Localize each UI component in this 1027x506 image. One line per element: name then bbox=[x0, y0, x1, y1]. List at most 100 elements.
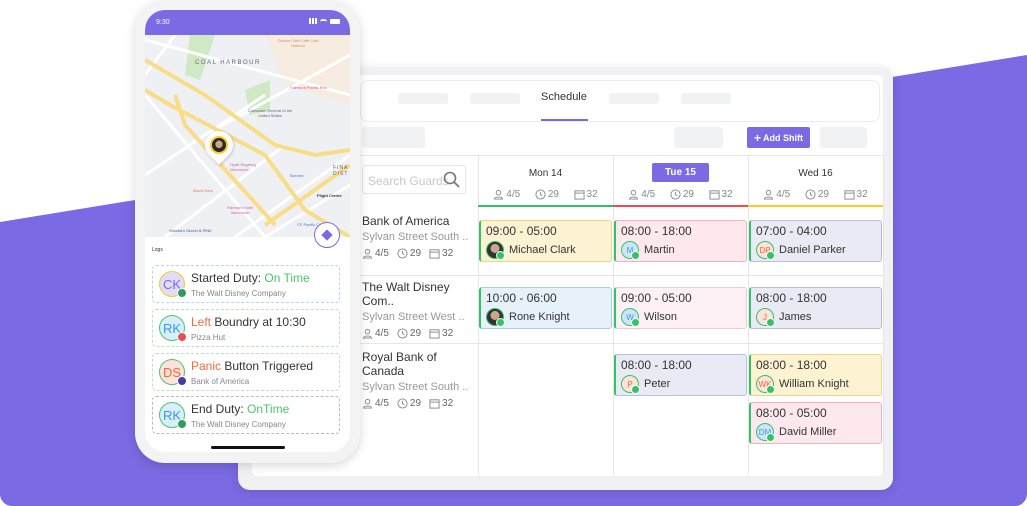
day-header[interactable]: Mon 14 4/5 29 32 bbox=[478, 155, 613, 207]
hours-count: 29 bbox=[409, 248, 422, 259]
shift-card[interactable]: 07:00 - 04:00 DP Daniel Parker bbox=[749, 220, 882, 262]
day-status-line bbox=[748, 205, 883, 207]
guard-avatar-photo bbox=[210, 136, 228, 154]
map-label: Fairmont Hotel Vancouver bbox=[226, 205, 254, 215]
person-icon bbox=[362, 328, 373, 339]
log-company: Bank of America bbox=[191, 377, 250, 386]
employee-name: Peter bbox=[644, 378, 671, 390]
log-avatar: DS bbox=[159, 359, 187, 386]
shift-card[interactable]: 08:00 - 18:00 J James bbox=[749, 287, 882, 329]
log-card[interactable]: CK Started Duty: On Time The Walt Disney… bbox=[152, 265, 340, 303]
toolbar-placeholder[interactable] bbox=[362, 127, 425, 148]
log-title: Started Duty: bbox=[191, 271, 265, 285]
log-type-icon bbox=[177, 376, 187, 386]
person-icon bbox=[629, 189, 639, 200]
hours-count: 29 bbox=[547, 189, 559, 200]
log-initials: DS bbox=[162, 364, 182, 380]
tab-placeholder[interactable] bbox=[609, 93, 659, 104]
grid-divider bbox=[478, 155, 479, 475]
shift-card[interactable]: 08:00 - 18:00 WK William Knight bbox=[749, 354, 882, 396]
guards-count: 4/5 bbox=[641, 189, 656, 200]
log-card[interactable]: RK End Duty: OnTime The Walt Disney Comp… bbox=[152, 396, 340, 434]
employee-avatar: W bbox=[621, 308, 640, 327]
site-name: Royal Bank of Canada bbox=[362, 350, 437, 378]
calendar-icon bbox=[429, 249, 440, 259]
calendar-icon bbox=[709, 190, 720, 200]
employee-avatar: WK bbox=[756, 375, 775, 394]
wifi-icon bbox=[320, 18, 327, 24]
log-initials: CK bbox=[162, 276, 182, 292]
day-label: Wed 16 bbox=[798, 168, 833, 179]
site-name: The Walt Disney Com.. bbox=[362, 280, 450, 308]
shift-card[interactable]: 08:00 - 05:00 DM David Miller bbox=[749, 402, 882, 444]
clock-icon bbox=[670, 189, 681, 200]
employee-avatar bbox=[486, 241, 505, 260]
shift-time: 10:00 - 06:00 bbox=[486, 291, 557, 305]
shift-card[interactable]: 10:00 - 06:00 Rone Knight bbox=[479, 287, 612, 329]
guards-count: 4/5 bbox=[375, 328, 389, 339]
map-label: Consulate General of the United States bbox=[247, 108, 293, 118]
guards-count: 4/5 bbox=[776, 189, 791, 200]
employee-name: David Miller bbox=[779, 426, 837, 438]
guards-count: 4/5 bbox=[375, 248, 389, 259]
log-card[interactable]: DS Panic Button Triggered Bank of Americ… bbox=[152, 353, 340, 391]
log-avatar: RK bbox=[159, 315, 187, 342]
map-label: Burrard bbox=[290, 173, 304, 178]
shift-card[interactable]: 08:00 - 18:00 M Martin bbox=[614, 220, 747, 262]
shift-time: 08:00 - 18:00 bbox=[621, 358, 692, 372]
shift-card[interactable]: 09:00 - 05:00 W Wilson bbox=[614, 287, 747, 329]
grid-divider bbox=[613, 155, 614, 475]
calendar-icon bbox=[844, 190, 855, 200]
person-icon bbox=[494, 189, 504, 200]
map-label: Cactus Club Cafe Coal Harbour bbox=[277, 38, 319, 48]
tab-placeholder[interactable] bbox=[470, 93, 520, 104]
shifts-count: 32 bbox=[442, 248, 454, 259]
search-guards-input[interactable]: Search Guards bbox=[362, 165, 466, 194]
battery-icon bbox=[330, 18, 340, 24]
directions-button[interactable] bbox=[314, 222, 340, 248]
directions-icon bbox=[321, 229, 333, 241]
site-row[interactable]: Bank of America Sylvan Street South .. 4/… bbox=[362, 214, 476, 259]
log-company: The Walt Disney Company bbox=[191, 420, 286, 429]
shifts-count: 32 bbox=[442, 398, 454, 409]
map-roads bbox=[145, 34, 350, 239]
tab-placeholder[interactable] bbox=[398, 93, 448, 104]
hours-count: 29 bbox=[682, 189, 694, 200]
employee-name: William Knight bbox=[779, 378, 849, 390]
status-bar: 9:30 bbox=[145, 10, 350, 35]
employee-name: Wilson bbox=[644, 311, 678, 323]
log-initials: RK bbox=[162, 320, 182, 336]
map-view[interactable]: COAL HARBOUR Cactus Club Cafe Coal Harbo… bbox=[145, 34, 350, 239]
guards-count: 4/5 bbox=[375, 398, 389, 409]
clock-icon bbox=[397, 398, 408, 409]
shift-card[interactable]: 08:00 - 18:00 P Peter bbox=[614, 354, 747, 396]
day-status-line bbox=[613, 205, 748, 207]
shift-time: 07:00 - 04:00 bbox=[756, 224, 827, 238]
toolbar-placeholder[interactable] bbox=[820, 127, 867, 148]
shift-time: 09:00 - 05:00 bbox=[621, 291, 692, 305]
site-row[interactable]: The Walt Disney Com.. Sylvan Street West … bbox=[362, 280, 476, 339]
shift-card[interactable]: 09:00 - 05:00 Michael Clark bbox=[479, 220, 612, 262]
grid-divider bbox=[300, 275, 884, 276]
day-header[interactable]: Tue 15 4/5 29 32 bbox=[613, 155, 748, 207]
log-event: Left bbox=[191, 315, 212, 329]
site-row[interactable]: Royal Bank of Canada Sylvan Street South … bbox=[362, 350, 476, 409]
clock-icon bbox=[397, 328, 408, 339]
add-shift-button[interactable]: + Add Shift bbox=[747, 127, 810, 148]
shifts-count: 32 bbox=[586, 189, 598, 200]
log-initials: RK bbox=[162, 407, 182, 423]
toolbar-placeholder[interactable] bbox=[674, 127, 723, 148]
day-header[interactable]: Wed 16 4/5 29 32 bbox=[748, 155, 883, 207]
shift-time: 09:00 - 05:00 bbox=[486, 224, 557, 238]
employee-avatar: M bbox=[621, 241, 640, 260]
calendar-icon bbox=[429, 329, 440, 339]
grid-divider bbox=[883, 155, 884, 475]
site-name: Bank of America bbox=[362, 214, 450, 228]
employee-name: Daniel Parker bbox=[779, 244, 846, 256]
employee-name: James bbox=[779, 311, 812, 323]
tab-schedule[interactable]: Schedule bbox=[541, 91, 587, 103]
tab-placeholder[interactable] bbox=[681, 93, 731, 104]
employee-name: Rone Knight bbox=[509, 311, 570, 323]
log-type-icon bbox=[177, 332, 187, 342]
log-card[interactable]: RK Left Boundry at 10:30 Pizza Hut bbox=[152, 309, 340, 347]
